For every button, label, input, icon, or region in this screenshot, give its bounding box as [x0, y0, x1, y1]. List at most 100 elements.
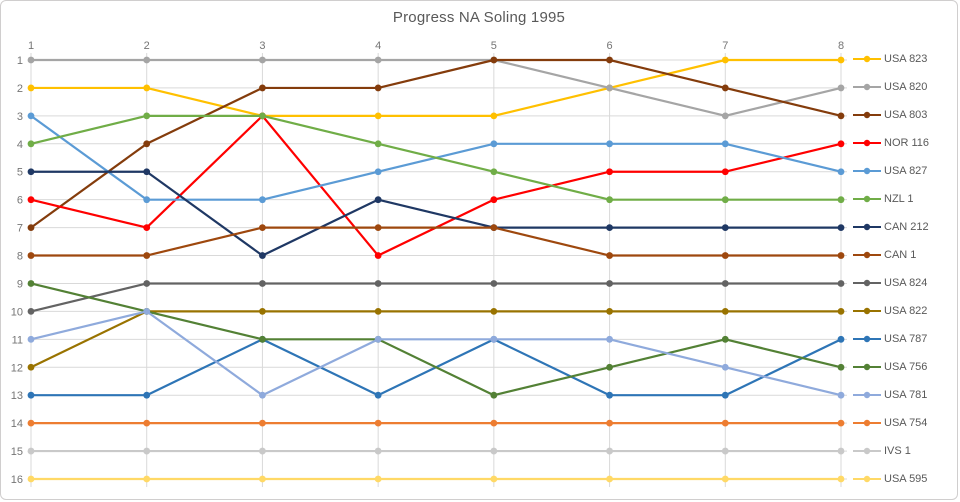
data-point-marker — [837, 391, 845, 399]
legend-item-nor-116: NOR 116 — [853, 137, 929, 149]
data-point-marker — [374, 112, 382, 120]
y-tick-label: 1 — [17, 55, 23, 67]
data-point-marker — [606, 56, 613, 64]
legend-swatch — [853, 391, 881, 399]
data-point-marker — [721, 447, 729, 455]
data-point-marker — [27, 335, 35, 343]
legend-label: IVS 1 — [884, 445, 911, 457]
data-point-marker — [259, 196, 266, 204]
data-point-marker — [490, 447, 498, 455]
data-point-marker — [374, 224, 382, 232]
y-tick-label: 6 — [17, 195, 23, 207]
data-point-marker — [837, 280, 845, 287]
legend-item-can-1: CAN 1 — [853, 249, 929, 261]
legend-label: USA 824 — [884, 277, 928, 289]
data-point-marker — [490, 335, 498, 343]
legend-swatch — [853, 335, 881, 343]
y-tick-label: 11 — [12, 334, 23, 346]
data-point-marker — [837, 84, 845, 92]
data-point-marker — [837, 168, 845, 176]
x-axis-labels: 1 2 3 4 5 6 7 8 — [28, 40, 844, 52]
data-point-marker — [374, 308, 382, 315]
legend-label: NOR 116 — [884, 137, 930, 149]
data-point-marker — [490, 475, 498, 483]
data-point-marker — [143, 56, 151, 64]
legend-label: CAN 212 — [884, 221, 929, 233]
data-point-marker — [27, 252, 35, 259]
data-point-marker — [606, 224, 613, 232]
legend-label: USA 820 — [884, 81, 928, 93]
legend-item-usa-823: USA 823 — [853, 53, 929, 65]
data-point-marker — [374, 168, 382, 176]
legend-item-usa-754: USA 754 — [853, 417, 929, 429]
data-point-marker — [490, 140, 498, 148]
x-tick-label: 5 — [491, 40, 497, 52]
data-point-marker — [143, 308, 151, 315]
data-point-marker — [143, 391, 151, 399]
data-point-marker — [606, 140, 613, 148]
data-point-marker — [374, 84, 382, 92]
legend: USA 823 USA 820 USA 803 NOR 116 USA 827 NZL 1… — [853, 53, 929, 485]
data-point-marker — [606, 252, 613, 259]
legend-label: USA 787 — [884, 333, 928, 345]
legend-swatch — [853, 447, 881, 455]
data-point-marker — [721, 196, 729, 204]
legend-swatch — [853, 307, 881, 315]
data-point-marker — [374, 475, 382, 483]
data-point-marker — [721, 112, 729, 120]
data-point-marker — [27, 363, 35, 371]
data-point-marker — [606, 363, 613, 371]
legend-label: USA 781 — [884, 389, 928, 401]
y-tick-label: 12 — [11, 362, 23, 374]
data-point-marker — [27, 84, 35, 92]
legend-swatch — [853, 419, 881, 427]
data-point-marker — [259, 252, 266, 259]
data-point-marker — [721, 168, 729, 176]
data-point-marker — [143, 196, 151, 204]
data-point-marker — [837, 363, 845, 371]
data-point-marker — [27, 280, 35, 287]
data-point-marker — [27, 308, 35, 315]
legend-swatch — [853, 167, 881, 175]
data-point-marker — [490, 168, 498, 176]
data-point-marker — [259, 447, 266, 455]
data-point-marker — [259, 280, 266, 287]
data-point-marker — [259, 475, 266, 483]
legend-label: USA 822 — [884, 305, 928, 317]
data-point-marker — [143, 447, 151, 455]
data-point-marker — [606, 308, 613, 315]
legend-swatch — [853, 83, 881, 91]
data-point-marker — [27, 56, 35, 64]
legend-swatch — [853, 55, 881, 63]
legend-item-nzl-1: NZL 1 — [853, 193, 929, 205]
data-point-marker — [143, 252, 151, 259]
legend-swatch — [853, 111, 881, 119]
series-nor-116 — [27, 112, 845, 259]
data-point-marker — [490, 308, 498, 315]
y-tick-label: 10 — [11, 306, 23, 318]
y-tick-label: 3 — [17, 111, 23, 123]
data-point-marker — [490, 112, 498, 120]
legend-swatch — [853, 363, 881, 371]
series-usa-595 — [27, 475, 845, 483]
y-tick-label: 8 — [17, 251, 23, 263]
y-tick-label: 2 — [17, 83, 23, 95]
data-point-marker — [606, 335, 613, 343]
data-point-marker — [143, 475, 151, 483]
data-point-marker — [606, 196, 613, 204]
legend-item-usa-756: USA 756 — [853, 361, 929, 373]
data-point-marker — [490, 391, 498, 399]
legend-swatch — [853, 251, 881, 259]
data-point-marker — [721, 308, 729, 315]
series-usa-754 — [27, 419, 845, 427]
x-tick-label: 6 — [607, 40, 613, 52]
data-point-marker — [259, 391, 266, 399]
x-tick-label: 2 — [144, 40, 150, 52]
x-tick-label: 3 — [259, 40, 265, 52]
data-point-marker — [27, 224, 35, 232]
data-point-marker — [374, 447, 382, 455]
legend-item-usa-803: USA 803 — [853, 109, 929, 121]
y-tick-label: 9 — [17, 278, 23, 290]
data-point-marker — [490, 196, 498, 204]
legend-label: USA 827 — [884, 165, 928, 177]
